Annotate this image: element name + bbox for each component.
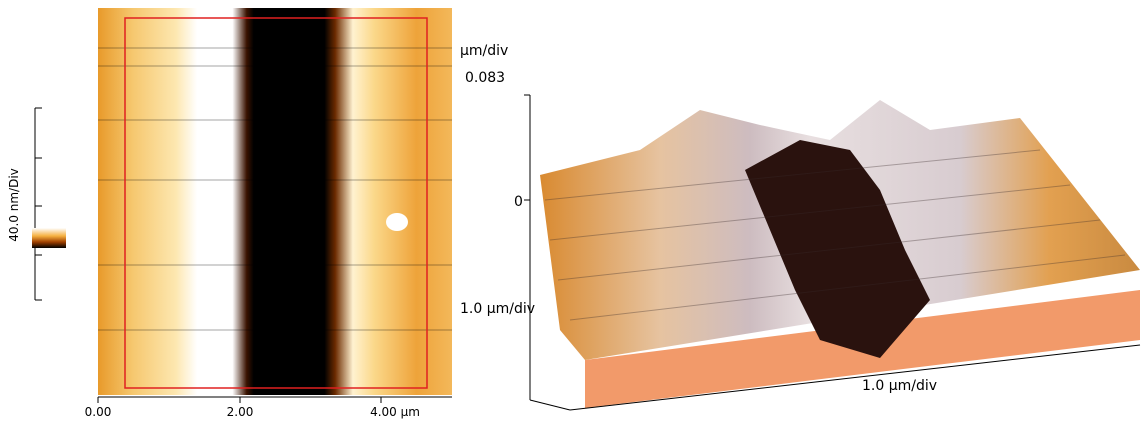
- x-tick-label: 0.00: [85, 405, 112, 419]
- y-scale: 1.0 µm/div: [460, 301, 535, 317]
- x-scale: 1.0 µm/div: [862, 378, 937, 394]
- color-bar: [32, 228, 66, 248]
- x-tick-label: 4.00 µm: [370, 405, 420, 419]
- image-2d: 0.00 2.00 4.00 µm: [85, 8, 452, 419]
- z-zero: 0: [514, 194, 523, 210]
- z-unit: µm/div: [460, 43, 508, 59]
- z-max: 0.083: [465, 70, 505, 86]
- image-3d: µm/div 0.083 0 1.0 µm/div 1.0 µm/div: [460, 43, 1140, 410]
- x-tick-label: 2.00: [227, 405, 254, 419]
- height-scale: 40.0 nm/Div: [7, 108, 66, 300]
- scale-label: 40.0 nm/Div: [7, 168, 21, 242]
- afm-figure: 40.0 nm/Div 0.00 2.00 4.00 µm: [0, 0, 1146, 427]
